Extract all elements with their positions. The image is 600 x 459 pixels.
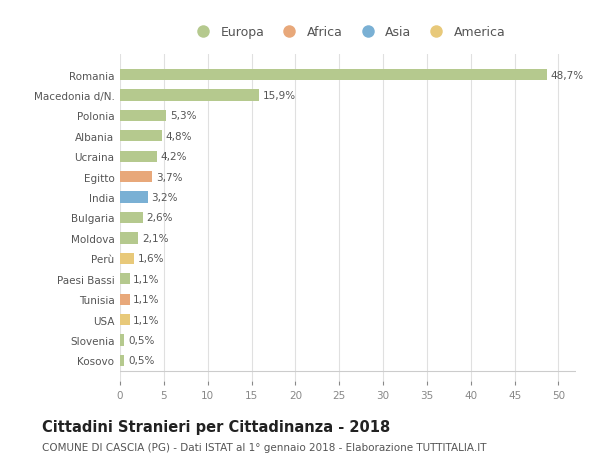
Text: 1,6%: 1,6% bbox=[137, 254, 164, 264]
Text: 0,5%: 0,5% bbox=[128, 335, 154, 345]
Bar bbox=[120, 233, 139, 244]
Bar bbox=[120, 253, 134, 264]
Bar bbox=[120, 274, 130, 285]
Bar bbox=[120, 314, 130, 325]
Text: 3,7%: 3,7% bbox=[156, 172, 182, 182]
Text: 1,1%: 1,1% bbox=[133, 315, 160, 325]
Text: 0,5%: 0,5% bbox=[128, 356, 154, 365]
Bar bbox=[120, 192, 148, 203]
Text: COMUNE DI CASCIA (PG) - Dati ISTAT al 1° gennaio 2018 - Elaborazione TUTTITALIA.: COMUNE DI CASCIA (PG) - Dati ISTAT al 1°… bbox=[42, 442, 487, 452]
Bar bbox=[120, 335, 124, 346]
Text: 48,7%: 48,7% bbox=[551, 71, 584, 80]
Bar bbox=[120, 294, 130, 305]
Text: 4,2%: 4,2% bbox=[160, 152, 187, 162]
Bar bbox=[120, 70, 547, 81]
Text: 1,1%: 1,1% bbox=[133, 295, 160, 304]
Bar bbox=[120, 111, 166, 122]
Bar bbox=[120, 131, 162, 142]
Text: Cittadini Stranieri per Cittadinanza - 2018: Cittadini Stranieri per Cittadinanza - 2… bbox=[42, 419, 390, 434]
Bar bbox=[120, 90, 259, 101]
Legend: Europa, Africa, Asia, America: Europa, Africa, Asia, America bbox=[187, 22, 509, 43]
Text: 3,2%: 3,2% bbox=[152, 193, 178, 203]
Text: 2,1%: 2,1% bbox=[142, 233, 169, 243]
Bar bbox=[120, 151, 157, 162]
Text: 5,3%: 5,3% bbox=[170, 111, 196, 121]
Text: 2,6%: 2,6% bbox=[146, 213, 173, 223]
Bar bbox=[120, 213, 143, 224]
Bar bbox=[120, 355, 124, 366]
Text: 4,8%: 4,8% bbox=[166, 132, 192, 141]
Text: 1,1%: 1,1% bbox=[133, 274, 160, 284]
Text: 15,9%: 15,9% bbox=[263, 91, 296, 101]
Bar bbox=[120, 172, 152, 183]
